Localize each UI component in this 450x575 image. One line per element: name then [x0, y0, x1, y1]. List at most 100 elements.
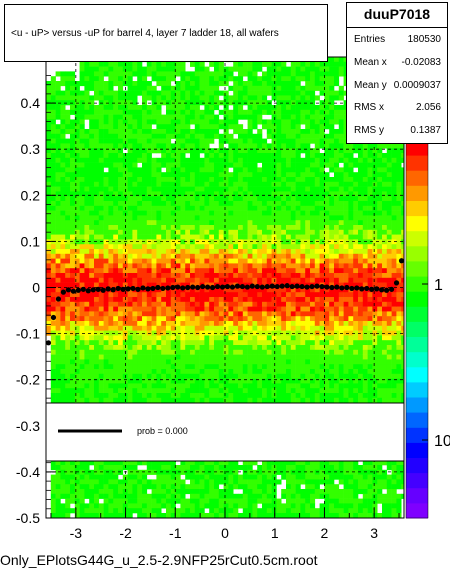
- heatmap-cell: [295, 311, 301, 317]
- heatmap-cell: [214, 349, 220, 355]
- heatmap-cell: [108, 297, 114, 303]
- heatmap-cell: [118, 215, 124, 221]
- heatmap-cell: [55, 249, 61, 255]
- heatmap-cell: [247, 191, 253, 197]
- heatmap-cell: [262, 253, 268, 259]
- heatmap-cell: [94, 225, 100, 231]
- heatmap-cell: [170, 153, 176, 159]
- heatmap-cell: [118, 258, 124, 264]
- heatmap-cell: [218, 345, 224, 351]
- heatmap-cell: [60, 489, 66, 495]
- heatmap-cell: [127, 484, 133, 490]
- heatmap-cell: [142, 191, 148, 197]
- heatmap-cell: [276, 239, 282, 245]
- heatmap-cell: [151, 359, 157, 365]
- heatmap-cell: [46, 277, 52, 283]
- heatmap-cell: [271, 229, 277, 235]
- heatmap-cell: [108, 378, 114, 384]
- heatmap-cell: [194, 397, 200, 403]
- heatmap-cell: [151, 489, 157, 495]
- heatmap-cell: [74, 133, 80, 139]
- heatmap-cell: [180, 210, 186, 216]
- heatmap-cell: [166, 393, 172, 399]
- heatmap-cell: [118, 172, 124, 178]
- heatmap-cell: [295, 378, 301, 384]
- heatmap-cell: [190, 234, 196, 240]
- heatmap-cell: [108, 306, 114, 312]
- heatmap-cell: [185, 100, 191, 106]
- heatmap-cell: [223, 114, 229, 120]
- heatmap-cell: [94, 124, 100, 130]
- heatmap-cell: [194, 181, 200, 187]
- heatmap-cell: [146, 244, 152, 250]
- heatmap-cell: [60, 340, 66, 346]
- heatmap-cell: [180, 215, 186, 221]
- heatmap-cell: [233, 229, 239, 235]
- heatmap-cell: [55, 253, 61, 259]
- heatmap-cell: [118, 138, 124, 144]
- heatmap-cell: [79, 393, 85, 399]
- heatmap-cell: [118, 306, 124, 312]
- heatmap-cell: [50, 378, 56, 384]
- heatmap-cell: [108, 460, 114, 466]
- heatmap-cell: [55, 321, 61, 327]
- heatmap-cell: [65, 297, 71, 303]
- heatmap-cell: [94, 359, 100, 365]
- heatmap-cell: [271, 129, 277, 135]
- heatmap-cell: [190, 81, 196, 87]
- heatmap-cell: [142, 378, 148, 384]
- heatmap-cell: [214, 359, 220, 365]
- heatmap-cell: [79, 138, 85, 144]
- heatmap-cell: [281, 196, 287, 202]
- heatmap-cell: [214, 129, 220, 135]
- heatmap-cell: [94, 465, 100, 471]
- heatmap-cell: [286, 244, 292, 250]
- heatmap-cell: [113, 157, 119, 163]
- heatmap-cell: [199, 167, 205, 173]
- heatmap-cell: [84, 162, 90, 168]
- heatmap-cell: [286, 167, 292, 173]
- heatmap-cell: [108, 292, 114, 298]
- heatmap-cell: [50, 186, 56, 192]
- heatmap-cell: [209, 479, 215, 485]
- heatmap-cell: [295, 479, 301, 485]
- heatmap-cell: [103, 205, 109, 211]
- heatmap-cell: [46, 148, 52, 154]
- heatmap-cell: [247, 244, 253, 250]
- heatmap-cell: [108, 498, 114, 504]
- heatmap-cell: [281, 253, 287, 259]
- heatmap-cell: [194, 465, 200, 471]
- heatmap-cell: [166, 277, 172, 283]
- heatmap-cell: [295, 196, 301, 202]
- heatmap-cell: [238, 172, 244, 178]
- heatmap-cell: [166, 359, 172, 365]
- heatmap-cell: [204, 465, 210, 471]
- heatmap-cell: [113, 325, 119, 331]
- heatmap-cell: [65, 229, 71, 235]
- heatmap-cell: [98, 349, 104, 355]
- heatmap-cell: [118, 465, 124, 471]
- heatmap-cell: [175, 277, 181, 283]
- heatmap-cell: [156, 359, 162, 365]
- heatmap-cell: [194, 71, 200, 77]
- heatmap-cell: [247, 124, 253, 130]
- heatmap-cell: [132, 297, 138, 303]
- heatmap-cell: [84, 90, 90, 96]
- heatmap-cell: [290, 85, 296, 91]
- heatmap-cell: [108, 61, 114, 67]
- heatmap-cell: [132, 498, 138, 504]
- heatmap-cell: [113, 229, 119, 235]
- heatmap-cell: [180, 81, 186, 87]
- heatmap-cell: [94, 489, 100, 495]
- heatmap-cell: [127, 321, 133, 327]
- heatmap-cell: [185, 220, 191, 226]
- heatmap-cell: [161, 359, 167, 365]
- heatmap-cell: [276, 66, 282, 72]
- heatmap-cell: [98, 383, 104, 389]
- heatmap-cell: [98, 153, 104, 159]
- heatmap-cell: [132, 239, 138, 245]
- heatmap-cell: [262, 479, 268, 485]
- heatmap-cell: [132, 253, 138, 259]
- heatmap-cell: [199, 508, 205, 514]
- heatmap-cell: [209, 393, 215, 399]
